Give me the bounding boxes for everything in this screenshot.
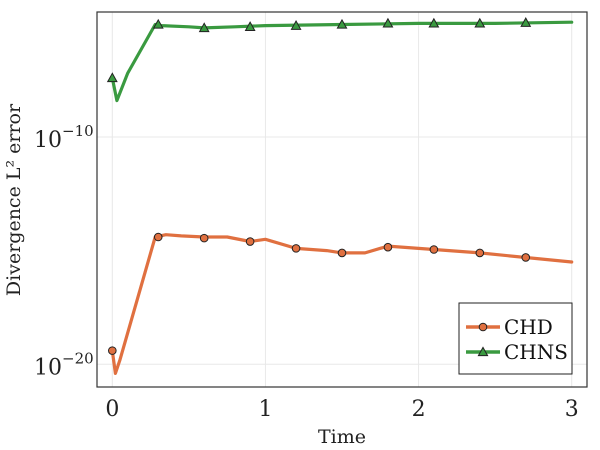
- x-tick-label-0: 0: [105, 397, 119, 422]
- marker-chns-7: [428, 17, 440, 28]
- legend-label-chd: CHD: [504, 315, 553, 339]
- legend-label-chns: CHNS: [504, 340, 568, 364]
- marker-chd-8: [475, 248, 485, 258]
- series-line-chns: [110, 20, 574, 103]
- y-tick-label-1: 10−20: [34, 349, 94, 380]
- marker-chd-6: [383, 242, 393, 252]
- marker-chd-3: [245, 237, 255, 246]
- x-tick-label-1: 1: [258, 397, 272, 422]
- y-axis-label: Divergence L² error: [3, 103, 25, 296]
- marker-chns-4: [290, 20, 302, 30]
- marker-chns-3: [244, 21, 256, 31]
- marker-chd-5: [337, 248, 347, 258]
- marker-chd-4: [291, 244, 301, 253]
- x-tick-label-2: 2: [412, 397, 426, 422]
- plot-frame: [96, 11, 588, 388]
- marker-chns-9: [520, 17, 532, 27]
- legend-marker-chns: [477, 346, 489, 357]
- marker-chd-0: [108, 346, 117, 355]
- x-tick-labels: 0 1 2 3: [105, 397, 578, 422]
- marker-chns-8: [474, 17, 486, 28]
- y-tick-label-0: 10−10: [34, 122, 94, 153]
- legend-box: [458, 302, 573, 375]
- marker-chd-7: [429, 245, 439, 254]
- x-tick-label-3: 3: [565, 397, 579, 422]
- x-axis-label: Time: [318, 426, 366, 448]
- marker-chns-1: [152, 18, 164, 29]
- legend-marker-chd: [478, 322, 488, 332]
- series-markers: [106, 17, 532, 355]
- marker-chns-6: [382, 17, 394, 28]
- marker-chns-5: [336, 18, 348, 29]
- grid: [97, 12, 587, 387]
- marker-chd-9: [521, 253, 531, 262]
- marker-chd-2: [199, 233, 209, 243]
- y-tick-labels: 10−10 10−20: [34, 122, 94, 380]
- marker-chns-2: [198, 22, 210, 33]
- marker-chd-1: [153, 232, 163, 242]
- marker-chns-0: [106, 72, 118, 83]
